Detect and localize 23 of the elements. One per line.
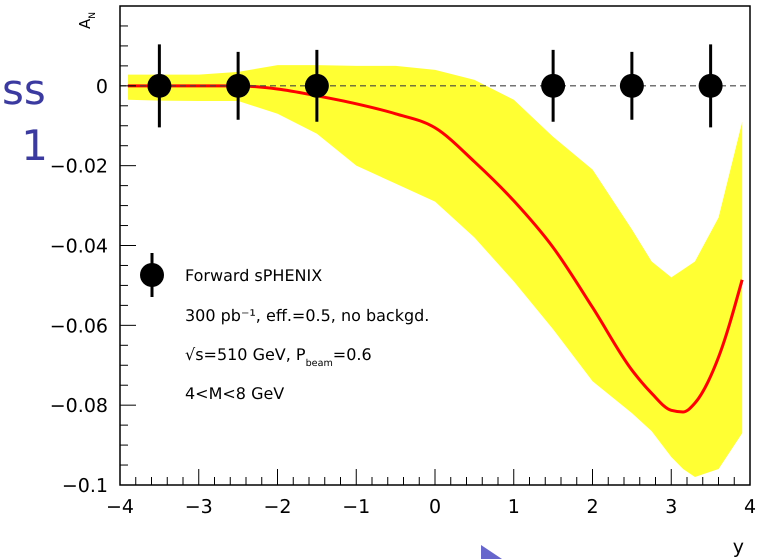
x-tick-label: 4 — [744, 496, 756, 518]
x-tick-label: −3 — [184, 496, 213, 518]
y-tick-label: −0.06 — [50, 315, 108, 338]
x-tick-label: −4 — [106, 496, 134, 518]
y-tick-label: 0 — [96, 76, 108, 98]
text: ss — [2, 65, 46, 114]
x-axis-title: y — [732, 536, 744, 558]
line-series — [126, 84, 744, 414]
y-tick-label: −0.04 — [50, 236, 108, 258]
annotation: √s=510 GeV, P$_{beam}$=0.6 — [185, 345, 372, 368]
x-tick-label: 1 — [508, 496, 520, 518]
x-tick-label: −2 — [263, 496, 292, 518]
annotation: 300 pb⁻¹, eff.=0.5, no backgd. — [185, 306, 430, 325]
x-tick-label: 3 — [665, 496, 678, 518]
y-tick-label: −0.02 — [50, 156, 108, 178]
y-tick-label: −0.1 — [62, 475, 108, 497]
x-tick-label: 0 — [428, 496, 442, 518]
x-tick-label: −1 — [342, 496, 370, 518]
x-tick-label: 2 — [586, 496, 599, 518]
text: 1 — [21, 121, 48, 170]
annotation: 4<M<8 GeV — [185, 384, 284, 403]
y-tick-label: −0.08 — [50, 395, 108, 418]
legend-label: Forward sPHENIX — [185, 266, 322, 285]
